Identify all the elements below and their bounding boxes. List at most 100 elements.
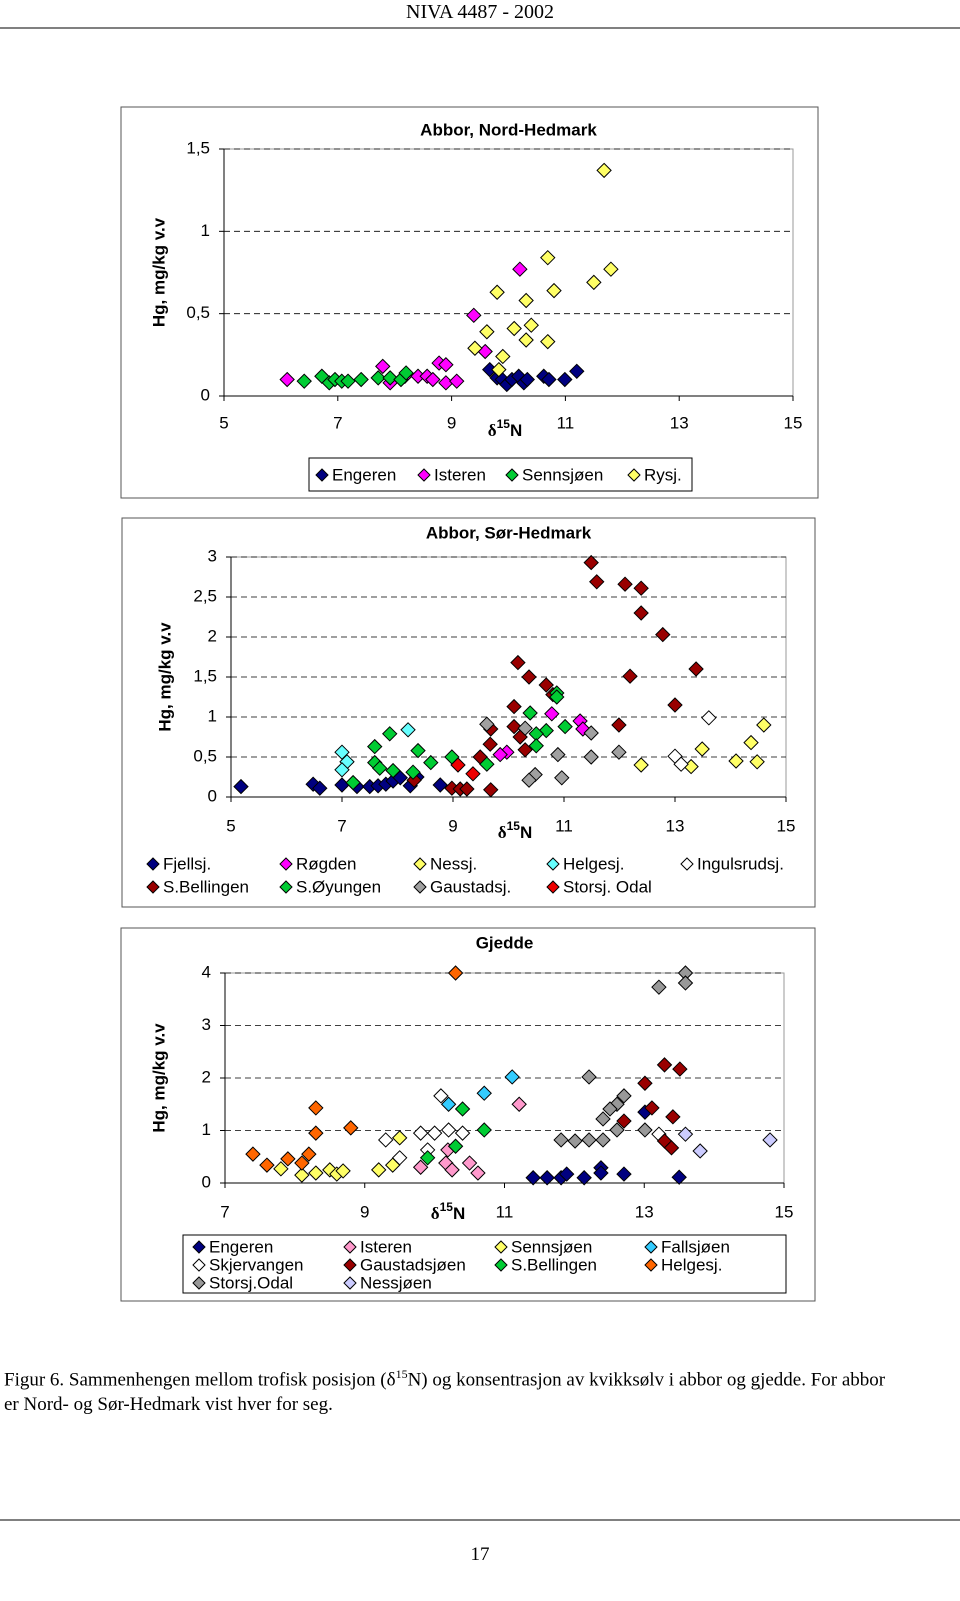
data-point	[432, 777, 448, 793]
data-point	[259, 1157, 275, 1173]
data-point	[557, 718, 573, 735]
data-point	[633, 757, 649, 773]
data-point	[454, 1101, 471, 1117]
legend-marker	[494, 1258, 508, 1272]
data-point	[353, 371, 369, 388]
legend-marker	[192, 1258, 206, 1272]
data-point	[544, 706, 560, 722]
data-point	[637, 1075, 653, 1091]
data-point	[308, 1125, 324, 1141]
y-tick-label: 1	[201, 221, 210, 240]
data-point	[677, 975, 694, 991]
x-axis-label: δ15N	[498, 819, 532, 842]
legend-label: Fallsjøen	[661, 1237, 730, 1256]
data-point	[692, 1143, 708, 1159]
legend-marker	[546, 857, 560, 871]
data-point	[378, 1132, 394, 1148]
legend-label: Storsj. Odal	[563, 877, 652, 896]
data-point	[583, 554, 599, 571]
data-point	[343, 1120, 359, 1136]
data-point	[673, 756, 689, 772]
data-point	[554, 770, 570, 786]
data-point	[476, 1122, 492, 1138]
y-tick-label: 3	[202, 1015, 211, 1034]
y-tick-label: 3	[208, 546, 217, 565]
data-point	[372, 760, 388, 776]
data-point	[312, 780, 328, 796]
data-point	[479, 756, 495, 772]
legend-label: Nessj.	[430, 854, 477, 873]
legend-marker	[192, 1276, 206, 1290]
legend-marker	[644, 1258, 658, 1272]
x-axis-label-part: δ	[488, 421, 497, 440]
data-point	[273, 1161, 289, 1177]
data-point	[294, 1167, 310, 1183]
data-point	[688, 661, 704, 677]
legend-label: Storsj.Odal	[209, 1273, 293, 1292]
data-point	[425, 371, 441, 388]
legend-label: S.Øyungen	[296, 877, 381, 896]
legend-label: Isteren	[434, 465, 486, 484]
data-point	[308, 1100, 324, 1116]
x-tick-label: 13	[670, 413, 689, 432]
x-tick-label: 7	[220, 1202, 229, 1221]
data-point	[540, 333, 556, 350]
y-axis-label: Hg, mg/kg v.v	[149, 217, 168, 327]
x-tick-label: 13	[666, 816, 685, 835]
data-point	[663, 1140, 680, 1156]
y-tick-label: 2	[208, 626, 217, 645]
data-point	[447, 1138, 464, 1154]
legend-label: S.Bellingen	[511, 1255, 597, 1274]
data-point	[504, 1069, 520, 1085]
legend-marker	[644, 1240, 658, 1254]
y-tick-label: 0	[202, 1172, 211, 1191]
data-point	[549, 689, 565, 705]
legend-label: Sennsjøen	[522, 465, 603, 484]
y-tick-label: 0	[201, 385, 210, 404]
data-point	[569, 363, 585, 380]
y-axis-label: Hg, mg/kg v.v	[155, 622, 174, 732]
data-point	[391, 1150, 408, 1166]
data-point	[296, 373, 312, 389]
data-point	[677, 1126, 694, 1142]
legend-marker	[146, 857, 160, 871]
data-point	[470, 1165, 486, 1181]
caption-sup: 15	[395, 1367, 408, 1381]
x-tick-label: 7	[333, 413, 342, 432]
data-point	[583, 725, 599, 741]
data-point	[382, 370, 398, 386]
legend-label: Ingulsrudsj.	[697, 854, 784, 873]
data-point	[701, 710, 717, 726]
data-point	[522, 705, 538, 721]
data-point	[510, 654, 526, 671]
data-point	[412, 1159, 429, 1175]
data-point	[517, 742, 533, 758]
data-point	[495, 348, 511, 365]
data-point	[479, 324, 495, 340]
legend-marker	[192, 1240, 206, 1254]
data-point	[449, 373, 465, 389]
legend-label: Nessjøen	[360, 1273, 432, 1292]
data-point	[465, 766, 481, 782]
x-tick-label: 11	[496, 1202, 514, 1221]
legend-marker	[315, 468, 329, 482]
data-point	[391, 1130, 408, 1146]
x-axis-label: δ15N	[431, 1200, 465, 1223]
x-tick-label: 5	[226, 816, 235, 835]
x-tick-label: 11	[557, 413, 575, 432]
data-point	[405, 764, 421, 780]
data-point	[622, 668, 638, 684]
data-point	[593, 1165, 609, 1181]
x-axis-label-part: N	[453, 1204, 465, 1223]
y-tick-label: 1	[202, 1120, 211, 1139]
y-tick-label: 1,5	[186, 138, 210, 157]
x-tick-label: 7	[337, 816, 346, 835]
y-axis-label: Hg, mg/kg v.v	[149, 1023, 168, 1133]
legend-marker	[343, 1258, 357, 1272]
x-tick-label: 15	[777, 816, 796, 835]
data-point	[617, 576, 633, 592]
data-point	[655, 626, 671, 643]
data-point	[581, 1132, 597, 1148]
x-axis-label: δ15N	[488, 417, 522, 440]
